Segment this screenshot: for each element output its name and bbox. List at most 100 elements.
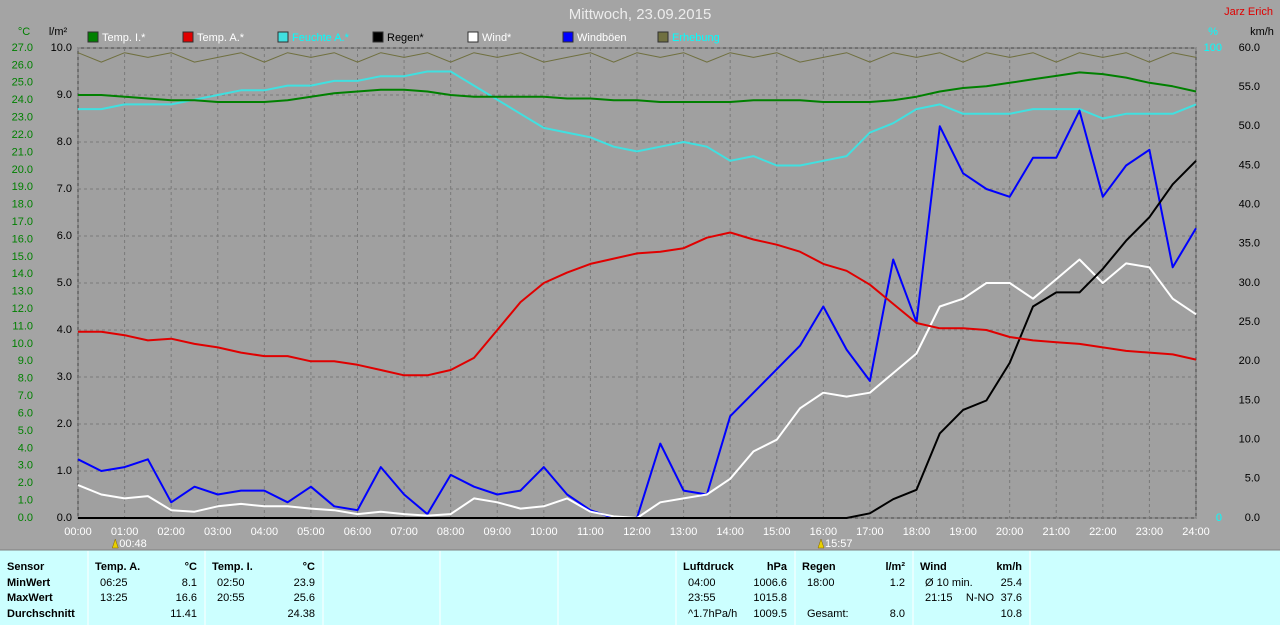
column-header: Luftdruck bbox=[683, 561, 735, 573]
cell-value: 1015.8 bbox=[753, 592, 787, 604]
y-tick-label: 10.0 bbox=[51, 42, 72, 54]
x-tick-label: 09:00 bbox=[483, 526, 511, 538]
column-unit: °C bbox=[185, 561, 197, 573]
column-unit: °C bbox=[303, 561, 315, 573]
legend-label: Temp. A.* bbox=[197, 32, 245, 44]
y-tick-label: 0.0 bbox=[1245, 512, 1260, 524]
y-tick-label: 7.0 bbox=[57, 183, 72, 195]
cell-value: 25.4 bbox=[1001, 577, 1022, 589]
y-tick-label: 45.0 bbox=[1239, 159, 1260, 171]
cell-value: 8.1 bbox=[182, 577, 197, 589]
y-tick-label: 5.0 bbox=[57, 277, 72, 289]
y-tick-label: 0.0 bbox=[57, 512, 72, 524]
y-tick-label: 8.0 bbox=[18, 373, 33, 385]
x-tick-label: 17:00 bbox=[856, 526, 884, 538]
x-tick-label: 05:00 bbox=[297, 526, 325, 538]
cell-value: 23.9 bbox=[294, 577, 315, 589]
y-tick-label: 100 bbox=[1204, 42, 1222, 54]
y-tick-label: 1.0 bbox=[18, 494, 33, 506]
y-tick-label: 60.0 bbox=[1239, 42, 1260, 54]
column-header: Temp. A. bbox=[95, 561, 140, 573]
cell-time: 13:25 bbox=[100, 592, 128, 604]
column-unit: l/m² bbox=[885, 561, 905, 573]
y-tick-label: 27.0 bbox=[12, 42, 33, 54]
legend-label: Feuchte A.* bbox=[292, 32, 350, 44]
y-tick-label: 26.0 bbox=[12, 59, 33, 71]
series-line bbox=[78, 231, 1197, 377]
y-tick-label: 16.0 bbox=[12, 233, 33, 245]
cell-value: 10.8 bbox=[1001, 608, 1022, 620]
y-tick-label: 19.0 bbox=[12, 181, 33, 193]
series-line bbox=[78, 160, 1197, 519]
series-line bbox=[77, 52, 1197, 63]
y-tick-label: 25.0 bbox=[1239, 316, 1260, 328]
y-tick-label: 0.0 bbox=[18, 512, 33, 524]
y-tick-label: 0 bbox=[1216, 512, 1222, 524]
y-tick-label: 13.0 bbox=[12, 286, 33, 298]
y-tick-label: 18.0 bbox=[12, 199, 33, 211]
y-tick-label: 2.0 bbox=[18, 477, 33, 489]
y-tick-label: 11.0 bbox=[12, 320, 33, 332]
x-tick-label: 11:00 bbox=[577, 526, 604, 538]
y-tick-label: 40.0 bbox=[1239, 199, 1260, 211]
cell-value: 37.6 bbox=[1001, 592, 1022, 604]
axis-title: °C bbox=[18, 26, 30, 38]
cell-time: 18:00 bbox=[807, 577, 835, 589]
marker-label: 15:57 bbox=[825, 538, 853, 550]
axis-title: l/m² bbox=[49, 26, 68, 38]
legend-swatch bbox=[87, 31, 99, 43]
x-tick-label: 18:00 bbox=[903, 526, 931, 538]
y-tick-label: 10.0 bbox=[12, 338, 33, 350]
x-tick-label: 23:00 bbox=[1136, 526, 1164, 538]
y-tick-label: 25.0 bbox=[12, 77, 33, 89]
x-tick-label: 20:00 bbox=[996, 526, 1024, 538]
series-line bbox=[78, 71, 1197, 103]
column-unit: hPa bbox=[767, 561, 788, 573]
cell-time: 06:25 bbox=[100, 577, 128, 589]
y-tick-label: 12.0 bbox=[12, 303, 33, 315]
y-tick-label: 5.0 bbox=[1245, 473, 1260, 485]
x-tick-label: 06:00 bbox=[344, 526, 372, 538]
cell-time: 20:55 bbox=[217, 592, 245, 604]
x-tick-label: 03:00 bbox=[204, 526, 232, 538]
y-tick-label: 30.0 bbox=[1239, 277, 1260, 289]
x-tick-label: 04:00 bbox=[251, 526, 279, 538]
y-tick-label: 21.0 bbox=[12, 146, 33, 158]
author: Jarz Erich bbox=[1224, 6, 1273, 18]
cell-value: 25.6 bbox=[294, 592, 315, 604]
x-tick-label: 13:00 bbox=[670, 526, 698, 538]
y-tick-label: 22.0 bbox=[12, 129, 33, 141]
y-tick-label: 15.0 bbox=[12, 251, 33, 263]
y-tick-label: 6.0 bbox=[18, 407, 33, 419]
y-tick-label: 3.0 bbox=[18, 460, 33, 472]
cell-value: 16.6 bbox=[176, 592, 197, 604]
x-tick-label: 21:00 bbox=[1042, 526, 1070, 538]
y-tick-label: 50.0 bbox=[1239, 120, 1260, 132]
y-tick-label: 15.0 bbox=[1239, 394, 1260, 406]
x-tick-label: 15:00 bbox=[763, 526, 791, 538]
x-tick-label: 02:00 bbox=[157, 526, 185, 538]
column-header: Temp. I. bbox=[212, 561, 253, 573]
x-tick-label: 01:00 bbox=[111, 526, 139, 538]
x-tick-label: 22:00 bbox=[1089, 526, 1117, 538]
stats-panel bbox=[0, 550, 1280, 625]
panel-separators bbox=[87, 551, 1031, 625]
cell-value: 24.38 bbox=[287, 608, 315, 620]
legend-swatch bbox=[182, 31, 194, 43]
y-tick-label: 4.0 bbox=[57, 324, 72, 336]
y-tick-label: 9.0 bbox=[18, 355, 33, 367]
row-label: MaxWert bbox=[7, 592, 53, 604]
y-tick-label: 8.0 bbox=[57, 136, 72, 148]
y-tick-label: 9.0 bbox=[57, 89, 72, 101]
legend-swatch bbox=[467, 31, 479, 43]
y-tick-label: 23.0 bbox=[12, 112, 33, 124]
x-tick-label: 00:00 bbox=[64, 526, 92, 538]
axis-title: km/h bbox=[1250, 26, 1274, 38]
y-tick-label: 55.0 bbox=[1239, 81, 1260, 93]
cell-time: ^1.7hPa/h bbox=[688, 608, 737, 620]
row-label: Sensor bbox=[7, 561, 45, 573]
cell-time: 04:00 bbox=[688, 577, 716, 589]
y-tick-label: 14.0 bbox=[12, 268, 33, 280]
chart-title: Mittwoch, 23.09.2015 bbox=[569, 6, 712, 23]
